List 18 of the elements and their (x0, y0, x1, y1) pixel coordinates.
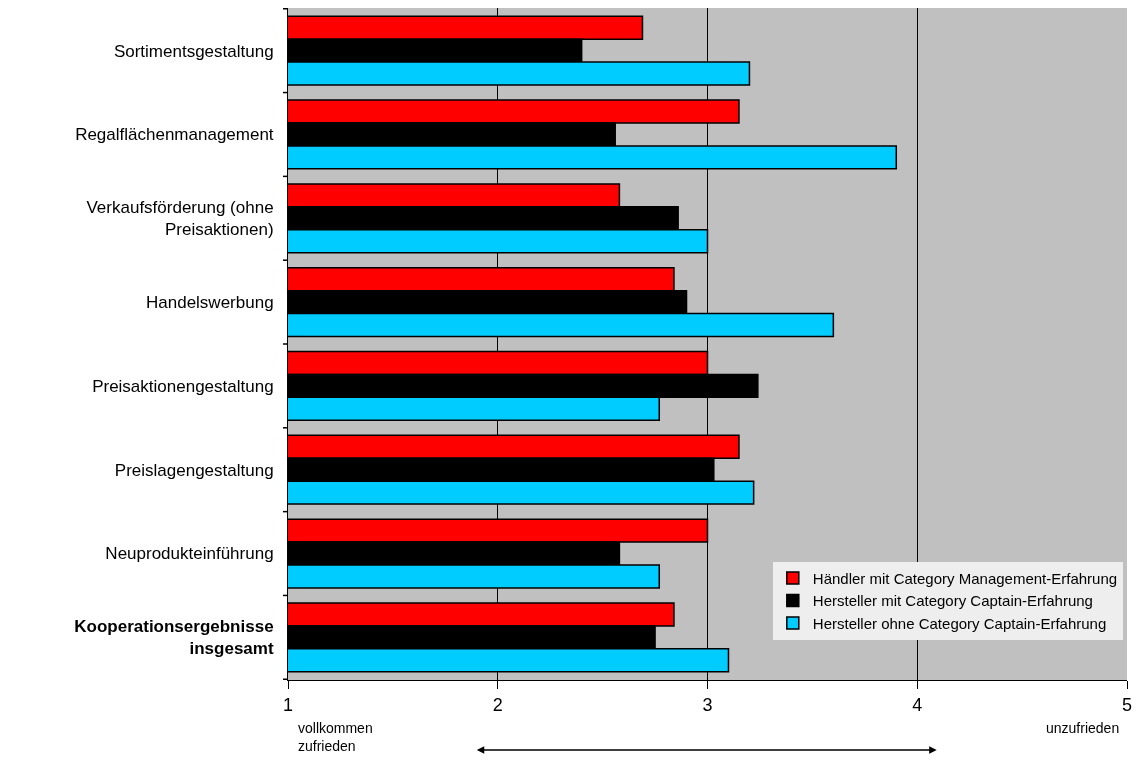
y-tick-label: Handelswerbung (146, 293, 274, 313)
text: vollkommen zufrieden (298, 720, 373, 755)
x-tick-label: 4 (912, 694, 923, 715)
y-tick-label: Regalflächenmanagement (75, 125, 274, 145)
y-tick-label: Kooperationsergebnisse insgesamt (74, 617, 274, 659)
text: unzufrieden (1046, 720, 1120, 736)
y-tick-label: Neuprodukteinführung (105, 544, 274, 564)
y-tick-label: Sortimentsgestaltung (113, 41, 274, 61)
x-tick-label: 5 (1121, 694, 1133, 715)
x-tick-label: 2 (492, 694, 503, 715)
legend-label: Händler mit Category Management-Erfahrung (812, 569, 1118, 587)
y-tick-label: Preislagengestaltung (114, 460, 274, 480)
y-tick-label: Preisaktionengestaltung (92, 376, 274, 396)
legend-label: Hersteller ohne Category Captain-Erfahrung (812, 614, 1107, 632)
y-tick-label: Verkaufsförderung (ohne Preisaktionen) (86, 198, 274, 240)
x-tick-label: 1 (282, 694, 294, 715)
x-tick-label: 3 (702, 694, 713, 715)
legend-label: Hersteller mit Category Captain-Erfahrung (812, 592, 1093, 610)
